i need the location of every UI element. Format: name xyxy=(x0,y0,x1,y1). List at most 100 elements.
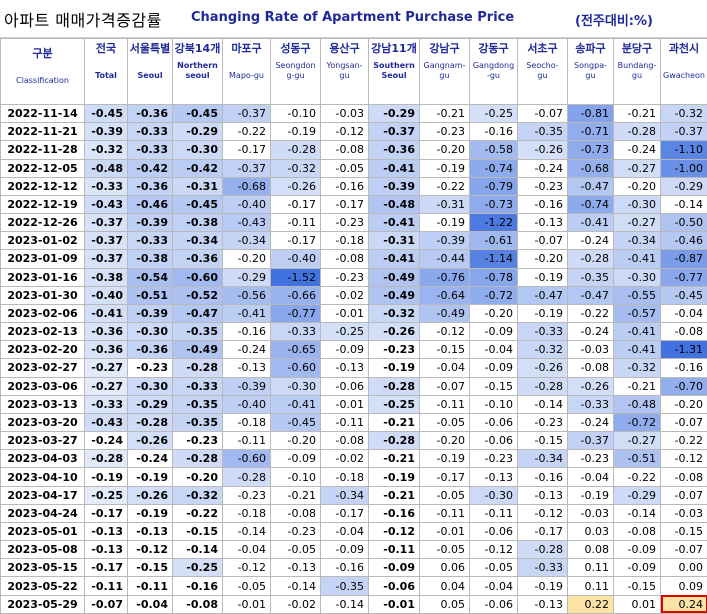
table-body: 2022-11-14-0.45-0.36-0.45-0.37-0.10-0.03… xyxy=(1,105,707,614)
row-date: 2023-05-15 xyxy=(1,559,85,577)
table-row: 2023-01-30-0.40-0.51-0.52-0.56-0.66-0.02… xyxy=(1,286,707,304)
cell-seocho: -0.23 xyxy=(518,413,568,431)
cell-southern-seoul: -0.36 xyxy=(369,141,420,159)
col-header-en: Seoul xyxy=(129,71,171,81)
col-header-gangnam: 강남구 Gangnam-gu xyxy=(420,39,470,105)
cell-northern-seoul: -0.08 xyxy=(173,595,223,613)
cell-seocho: -0.24 xyxy=(518,159,568,177)
cell-songpa: -0.19 xyxy=(568,486,614,504)
cell-gwacheon: -0.12 xyxy=(661,450,707,468)
cell-mapo: -0.12 xyxy=(223,559,271,577)
cell-seocho: -0.26 xyxy=(518,359,568,377)
cell-seoul: -0.39 xyxy=(128,304,173,322)
cell-northern-seoul: -0.15 xyxy=(173,522,223,540)
cell-songpa: -0.71 xyxy=(568,123,614,141)
cell-seocho: -0.12 xyxy=(518,504,568,522)
cell-seoul: -0.04 xyxy=(128,595,173,613)
cell-northern-seoul: -0.42 xyxy=(173,159,223,177)
cell-total: -0.13 xyxy=(85,541,128,559)
cell-mapo: -0.40 xyxy=(223,195,271,213)
cell-gangnam: -0.12 xyxy=(420,323,470,341)
col-header-classification: 구분 Classification xyxy=(1,39,85,105)
cell-gangdong: -0.10 xyxy=(470,395,518,413)
table-row: 2023-01-02-0.37-0.33-0.34-0.34-0.17-0.18… xyxy=(1,232,707,250)
cell-seocho: -0.19 xyxy=(518,577,568,595)
cell-northern-seoul: -0.25 xyxy=(173,559,223,577)
col-header-ko: 구분 xyxy=(2,47,83,60)
cell-mapo: -0.13 xyxy=(223,359,271,377)
cell-seoul: -0.30 xyxy=(128,377,173,395)
row-date: 2023-04-03 xyxy=(1,450,85,468)
cell-gangnam: -0.05 xyxy=(420,541,470,559)
cell-mapo: -0.16 xyxy=(223,323,271,341)
cell-mapo: -0.23 xyxy=(223,486,271,504)
cell-songpa: -0.24 xyxy=(568,413,614,431)
cell-seocho: -0.07 xyxy=(518,105,568,123)
table-row: 2023-05-01-0.13-0.13-0.15-0.14-0.23-0.04… xyxy=(1,522,707,540)
col-header-yongsan: 용산구 Yongsan-gu xyxy=(321,39,369,105)
table-row: 2022-11-28-0.32-0.33-0.30-0.17-0.28-0.08… xyxy=(1,141,707,159)
cell-southern-seoul: -0.12 xyxy=(369,522,420,540)
cell-mapo: -0.68 xyxy=(223,177,271,195)
cell-songpa: -0.08 xyxy=(568,359,614,377)
cell-gangnam: -0.19 xyxy=(420,159,470,177)
cell-northern-seoul: -0.29 xyxy=(173,123,223,141)
cell-yongsan: -0.06 xyxy=(321,377,369,395)
cell-northern-seoul: -0.38 xyxy=(173,214,223,232)
cell-total: -0.17 xyxy=(85,559,128,577)
col-header-ko: 서초구 xyxy=(519,42,566,55)
cell-seocho: -0.19 xyxy=(518,304,568,322)
cell-bundang: -0.32 xyxy=(614,359,661,377)
cell-gangdong: -0.12 xyxy=(470,541,518,559)
cell-total: -0.37 xyxy=(85,250,128,268)
cell-bundang: -0.08 xyxy=(614,522,661,540)
cell-gangdong: -1.22 xyxy=(470,214,518,232)
cell-songpa: -0.22 xyxy=(568,304,614,322)
cell-gangnam: -0.01 xyxy=(420,522,470,540)
cell-songpa: -0.03 xyxy=(568,341,614,359)
cell-songpa: -0.47 xyxy=(568,286,614,304)
cell-gwacheon: -0.15 xyxy=(661,522,707,540)
cell-total: -0.27 xyxy=(85,359,128,377)
row-date: 2023-03-27 xyxy=(1,432,85,450)
cell-northern-seoul: -0.20 xyxy=(173,468,223,486)
cell-northern-seoul: -0.16 xyxy=(173,577,223,595)
cell-bundang: -0.21 xyxy=(614,105,661,123)
cell-southern-seoul: -0.23 xyxy=(369,341,420,359)
cell-songpa: 0.11 xyxy=(568,577,614,595)
cell-seongdong: -0.08 xyxy=(271,504,321,522)
cell-songpa: -0.24 xyxy=(568,323,614,341)
cell-gwacheon: -0.37 xyxy=(661,123,707,141)
cell-songpa: 0.08 xyxy=(568,541,614,559)
cell-bundang: -0.09 xyxy=(614,541,661,559)
cell-bundang: -0.09 xyxy=(614,559,661,577)
cell-seongdong: -0.33 xyxy=(271,323,321,341)
cell-northern-seoul: -0.35 xyxy=(173,413,223,431)
cell-mapo: -0.39 xyxy=(223,377,271,395)
header-row: 구분 Classification 전국 Total 서울특별 Seoul 강북… xyxy=(1,39,707,105)
cell-mapo: -0.11 xyxy=(223,432,271,450)
cell-yongsan: -0.05 xyxy=(321,159,369,177)
cell-yongsan: -0.02 xyxy=(321,286,369,304)
row-date: 2023-03-06 xyxy=(1,377,85,395)
cell-songpa: -0.26 xyxy=(568,377,614,395)
cell-southern-seoul: -0.09 xyxy=(369,559,420,577)
cell-yongsan: -0.13 xyxy=(321,359,369,377)
cell-mapo: -0.01 xyxy=(223,595,271,613)
cell-seocho: -0.47 xyxy=(518,286,568,304)
table-row: 2023-04-03-0.28-0.24-0.28-0.60-0.09-0.02… xyxy=(1,450,707,468)
cell-seocho: -0.28 xyxy=(518,377,568,395)
cell-gwacheon: -0.07 xyxy=(661,541,707,559)
cell-mapo: -0.14 xyxy=(223,522,271,540)
cell-gangdong: -0.58 xyxy=(470,141,518,159)
cell-gwacheon: -0.29 xyxy=(661,177,707,195)
cell-gangdong: -0.09 xyxy=(470,359,518,377)
cell-gwacheon: -0.46 xyxy=(661,232,707,250)
cell-songpa: -0.41 xyxy=(568,214,614,232)
row-date: 2022-11-21 xyxy=(1,123,85,141)
cell-gangdong: -0.23 xyxy=(470,450,518,468)
cell-northern-seoul: -0.36 xyxy=(173,250,223,268)
cell-southern-seoul: -0.49 xyxy=(369,268,420,286)
